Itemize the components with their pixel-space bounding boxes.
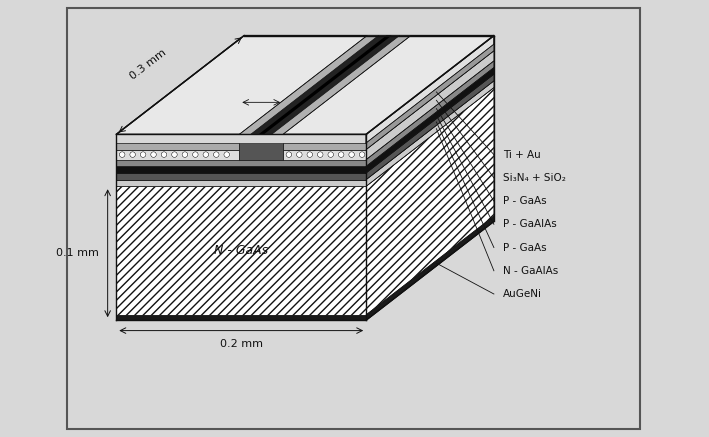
Text: Ti + Au: Ti + Au <box>503 149 540 160</box>
Text: N - GaAlAs: N - GaAlAs <box>503 266 558 276</box>
Polygon shape <box>116 143 240 149</box>
Circle shape <box>151 152 157 157</box>
Circle shape <box>286 152 291 157</box>
Polygon shape <box>366 74 494 180</box>
Circle shape <box>161 152 167 157</box>
Polygon shape <box>240 143 283 160</box>
Text: AuGeNi: AuGeNi <box>503 289 542 299</box>
Circle shape <box>318 152 323 157</box>
Polygon shape <box>259 35 391 134</box>
Circle shape <box>359 152 365 157</box>
Polygon shape <box>366 44 494 149</box>
Text: 0.2 mm: 0.2 mm <box>220 339 263 349</box>
Polygon shape <box>283 149 366 160</box>
Text: Si₃N₄ + SiO₂: Si₃N₄ + SiO₂ <box>503 173 566 183</box>
Text: P - GaAs: P - GaAs <box>503 196 546 206</box>
Text: P - GaAs: P - GaAs <box>503 243 546 253</box>
Polygon shape <box>240 35 411 134</box>
Circle shape <box>130 152 135 157</box>
Circle shape <box>349 152 354 157</box>
Text: N - GaAs: N - GaAs <box>214 244 268 257</box>
Circle shape <box>182 152 188 157</box>
Polygon shape <box>116 180 366 186</box>
Polygon shape <box>366 61 494 166</box>
Polygon shape <box>251 35 399 134</box>
Polygon shape <box>366 51 494 160</box>
Text: 0.3 mm: 0.3 mm <box>128 48 168 82</box>
Circle shape <box>338 152 344 157</box>
Text: 10 μm: 10 μm <box>245 85 278 95</box>
Polygon shape <box>366 216 494 320</box>
Circle shape <box>328 152 333 157</box>
Circle shape <box>213 152 219 157</box>
Polygon shape <box>366 68 494 173</box>
Circle shape <box>203 152 208 157</box>
Polygon shape <box>116 186 366 315</box>
Polygon shape <box>366 87 494 315</box>
Polygon shape <box>116 173 366 180</box>
Text: P - GaAlAs: P - GaAlAs <box>503 219 557 229</box>
Polygon shape <box>116 160 366 166</box>
Polygon shape <box>283 143 366 149</box>
Circle shape <box>193 152 198 157</box>
Polygon shape <box>116 35 494 134</box>
Circle shape <box>119 152 125 157</box>
Polygon shape <box>366 35 494 320</box>
Text: 0.1 mm: 0.1 mm <box>56 248 99 258</box>
Circle shape <box>140 152 146 157</box>
Polygon shape <box>366 81 494 186</box>
Circle shape <box>224 152 230 157</box>
Polygon shape <box>116 315 366 320</box>
Circle shape <box>296 152 302 157</box>
Polygon shape <box>116 149 240 160</box>
Circle shape <box>172 152 177 157</box>
Circle shape <box>307 152 313 157</box>
Polygon shape <box>116 166 366 173</box>
